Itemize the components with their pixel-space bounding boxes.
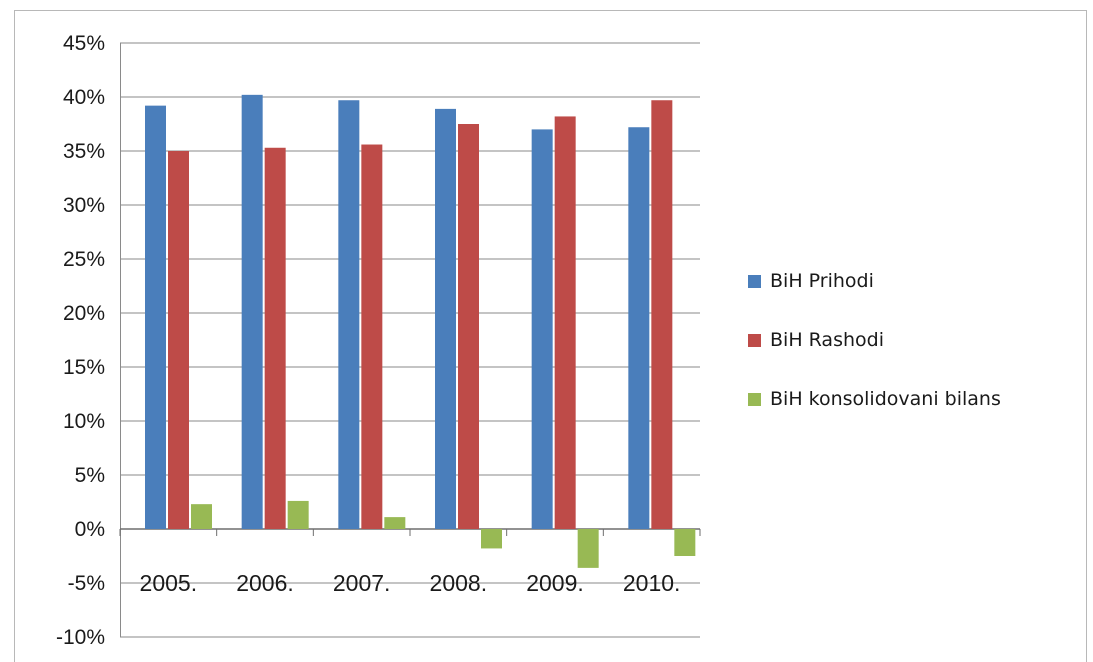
- bar-bih-rashodi-2009: [554, 116, 576, 529]
- bar-bih-prihodi-2008: [435, 108, 456, 529]
- bar-bih-konsolidovani-bilans-2005: [191, 504, 212, 529]
- y-tick-label: 5%: [75, 464, 105, 487]
- x-category-label: 2006.: [236, 570, 294, 596]
- legend-item-rashodi: BiH Rashodi: [748, 327, 1088, 353]
- bar-bih-prihodi-2010: [628, 127, 650, 530]
- y-tick-label: 40%: [63, 86, 105, 109]
- y-tick-label: 25%: [63, 248, 105, 271]
- bar-bih-rashodi-2006: [264, 147, 286, 529]
- legend-label-bilans: BiH konsolidovani bilans: [770, 388, 1001, 410]
- x-category-label: 2007.: [333, 570, 391, 596]
- legend: BiH Prihodi BiH Rashodi BiH konsolidovan…: [748, 268, 1088, 445]
- y-tick-label: 10%: [63, 410, 105, 433]
- legend-label-prihodi: BiH Prihodi: [770, 270, 874, 292]
- bar-bih-prihodi-2005: [145, 105, 166, 529]
- y-tick-label: 35%: [63, 140, 105, 163]
- x-category-label: 2005.: [140, 570, 198, 596]
- y-tick-label: -5%: [68, 572, 105, 595]
- bar-bih-rashodi-2005: [168, 151, 189, 529]
- legend-item-bilans: BiH konsolidovani bilans: [748, 386, 1088, 412]
- x-category-label: 2008.: [430, 570, 488, 596]
- bar-bih-rashodi-2007: [361, 144, 383, 529]
- legend-swatch-prihodi: [748, 274, 761, 288]
- bar-bih-prihodi-2009: [531, 129, 553, 529]
- x-category-label: 2010.: [623, 570, 681, 596]
- x-category-label: 2009.: [526, 570, 584, 596]
- y-tick-label: -10%: [56, 626, 105, 649]
- bar-bih-rashodi-2008: [458, 124, 479, 529]
- bar-bih-konsolidovani-bilans-2009: [577, 529, 599, 568]
- y-tick-label: 30%: [63, 194, 105, 217]
- bar-bih-konsolidovani-bilans-2006: [287, 500, 309, 529]
- y-tick-label: 45%: [63, 32, 105, 55]
- bar-bih-rashodi-2010: [651, 100, 673, 530]
- y-tick-label: 15%: [63, 356, 105, 379]
- legend-item-prihodi: BiH Prihodi: [748, 268, 1088, 294]
- bar-bih-prihodi-2007: [338, 100, 360, 530]
- bar-bih-konsolidovani-bilans-2007: [384, 517, 406, 529]
- legend-swatch-bilans: [748, 392, 761, 406]
- legend-swatch-rashodi: [748, 333, 761, 347]
- y-tick-label: 20%: [63, 302, 105, 325]
- bar-bih-konsolidovani-bilans-2010: [674, 529, 696, 556]
- bar-bih-prihodi-2006: [241, 94, 263, 529]
- legend-label-rashodi: BiH Rashodi: [770, 329, 884, 351]
- bar-bih-konsolidovani-bilans-2008: [481, 529, 502, 549]
- y-tick-label: 0%: [75, 518, 105, 541]
